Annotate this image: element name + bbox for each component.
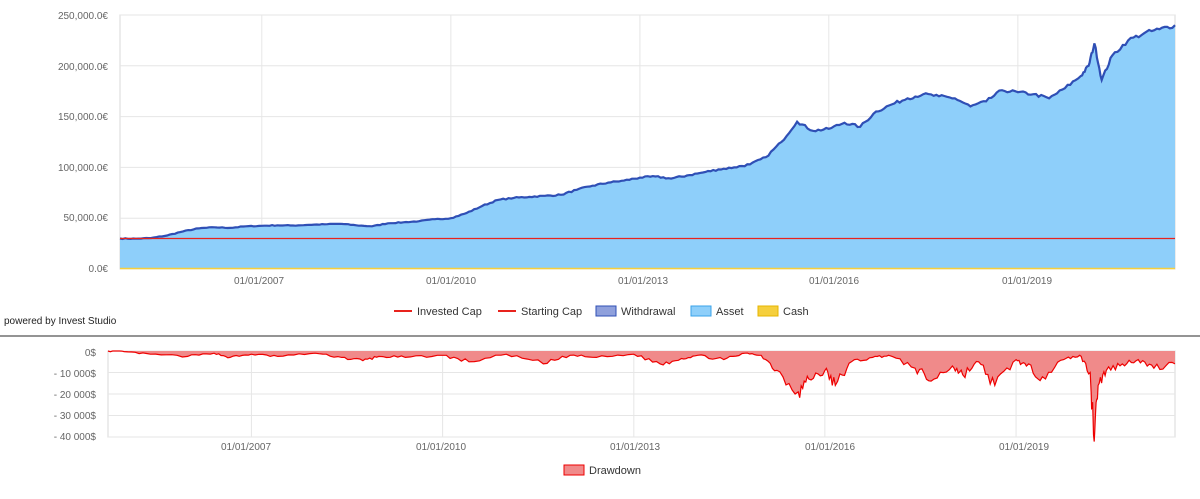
dd-x-tick-label: 01/01/2013 bbox=[610, 442, 660, 453]
main-x-axis: 01/01/2007 01/01/2010 01/01/2013 01/01/2… bbox=[234, 276, 1052, 287]
drawdown-series-group bbox=[107, 350, 1176, 442]
legend-item-withdrawal[interactable]: Withdrawal bbox=[595, 305, 675, 318]
asset-area bbox=[120, 25, 1175, 270]
y-tick-label: 200,000.0€ bbox=[58, 62, 108, 73]
cash-swatch bbox=[757, 305, 779, 317]
main-series-group bbox=[119, 24, 1176, 270]
drawdown-line bbox=[107, 350, 1176, 442]
y-tick-label: 50,000.0€ bbox=[64, 213, 109, 224]
x-tick-label: 01/01/2013 bbox=[618, 276, 668, 287]
x-tick-label: 01/01/2007 bbox=[234, 276, 284, 287]
legend-label-starting-cap: Starting Cap bbox=[521, 306, 582, 318]
panel-separator bbox=[0, 335, 1200, 337]
dd-y-tick-label: - 40 000$ bbox=[54, 432, 97, 443]
legend-item-asset[interactable]: Asset bbox=[690, 305, 744, 318]
drawdown-y-axis: 0$ - 10 000$ - 20 000$ - 30 000$ - 40 00… bbox=[54, 348, 97, 443]
drawdown-legend: Drawdown bbox=[563, 464, 641, 477]
powered-by-label: powered by Invest Studio bbox=[4, 316, 117, 327]
dd-y-tick-label: - 10 000$ bbox=[54, 369, 97, 380]
y-tick-label: 100,000.0€ bbox=[58, 163, 108, 174]
y-tick-label: 0.0€ bbox=[89, 264, 109, 275]
asset-line bbox=[119, 24, 1176, 241]
legend-item-starting-cap[interactable]: Starting Cap bbox=[498, 306, 582, 318]
dd-x-tick-label: 01/01/2010 bbox=[416, 442, 466, 453]
dd-x-tick-label: 01/01/2007 bbox=[221, 442, 271, 453]
dd-x-tick-label: 01/01/2016 bbox=[805, 442, 855, 453]
dd-y-tick-label: 0$ bbox=[85, 348, 97, 359]
x-tick-label: 01/01/2010 bbox=[426, 276, 476, 287]
legend-label-cash: Cash bbox=[783, 306, 809, 318]
dd-y-tick-label: - 20 000$ bbox=[54, 390, 97, 401]
drawdown-x-axis: 01/01/2007 01/01/2010 01/01/2013 01/01/2… bbox=[221, 442, 1049, 453]
drawdown-gridlines bbox=[107, 350, 1176, 438]
legend-label-drawdown: Drawdown bbox=[589, 465, 641, 477]
legend-item-cash[interactable]: Cash bbox=[757, 305, 809, 318]
legend-label-asset: Asset bbox=[716, 306, 744, 318]
x-tick-label: 01/01/2016 bbox=[809, 276, 859, 287]
y-tick-label: 250,000.0€ bbox=[58, 11, 108, 22]
withdrawal-swatch bbox=[595, 305, 617, 317]
asset-swatch bbox=[690, 305, 712, 317]
legend-item-drawdown[interactable]: Drawdown bbox=[563, 464, 641, 477]
dd-x-tick-label: 01/01/2019 bbox=[999, 442, 1049, 453]
legend-item-invested-cap[interactable]: Invested Cap bbox=[394, 306, 482, 318]
drawdown-chart: 0$ - 10 000$ - 20 000$ - 30 000$ - 40 00… bbox=[54, 348, 1176, 477]
main-legend: Invested Cap Starting Cap Withdrawal Ass… bbox=[394, 305, 809, 318]
main-chart: 0.0€ 50,000.0€ 100,000.0€ 150,000.0€ 200… bbox=[58, 11, 1176, 318]
x-tick-label: 01/01/2019 bbox=[1002, 276, 1052, 287]
main-y-axis: 0.0€ 50,000.0€ 100,000.0€ 150,000.0€ 200… bbox=[58, 11, 108, 275]
legend-label-invested-cap: Invested Cap bbox=[417, 306, 482, 318]
dd-y-tick-label: - 30 000$ bbox=[54, 411, 97, 422]
drawdown-swatch bbox=[563, 464, 585, 476]
legend-label-withdrawal: Withdrawal bbox=[621, 306, 675, 318]
y-tick-label: 150,000.0€ bbox=[58, 112, 108, 123]
